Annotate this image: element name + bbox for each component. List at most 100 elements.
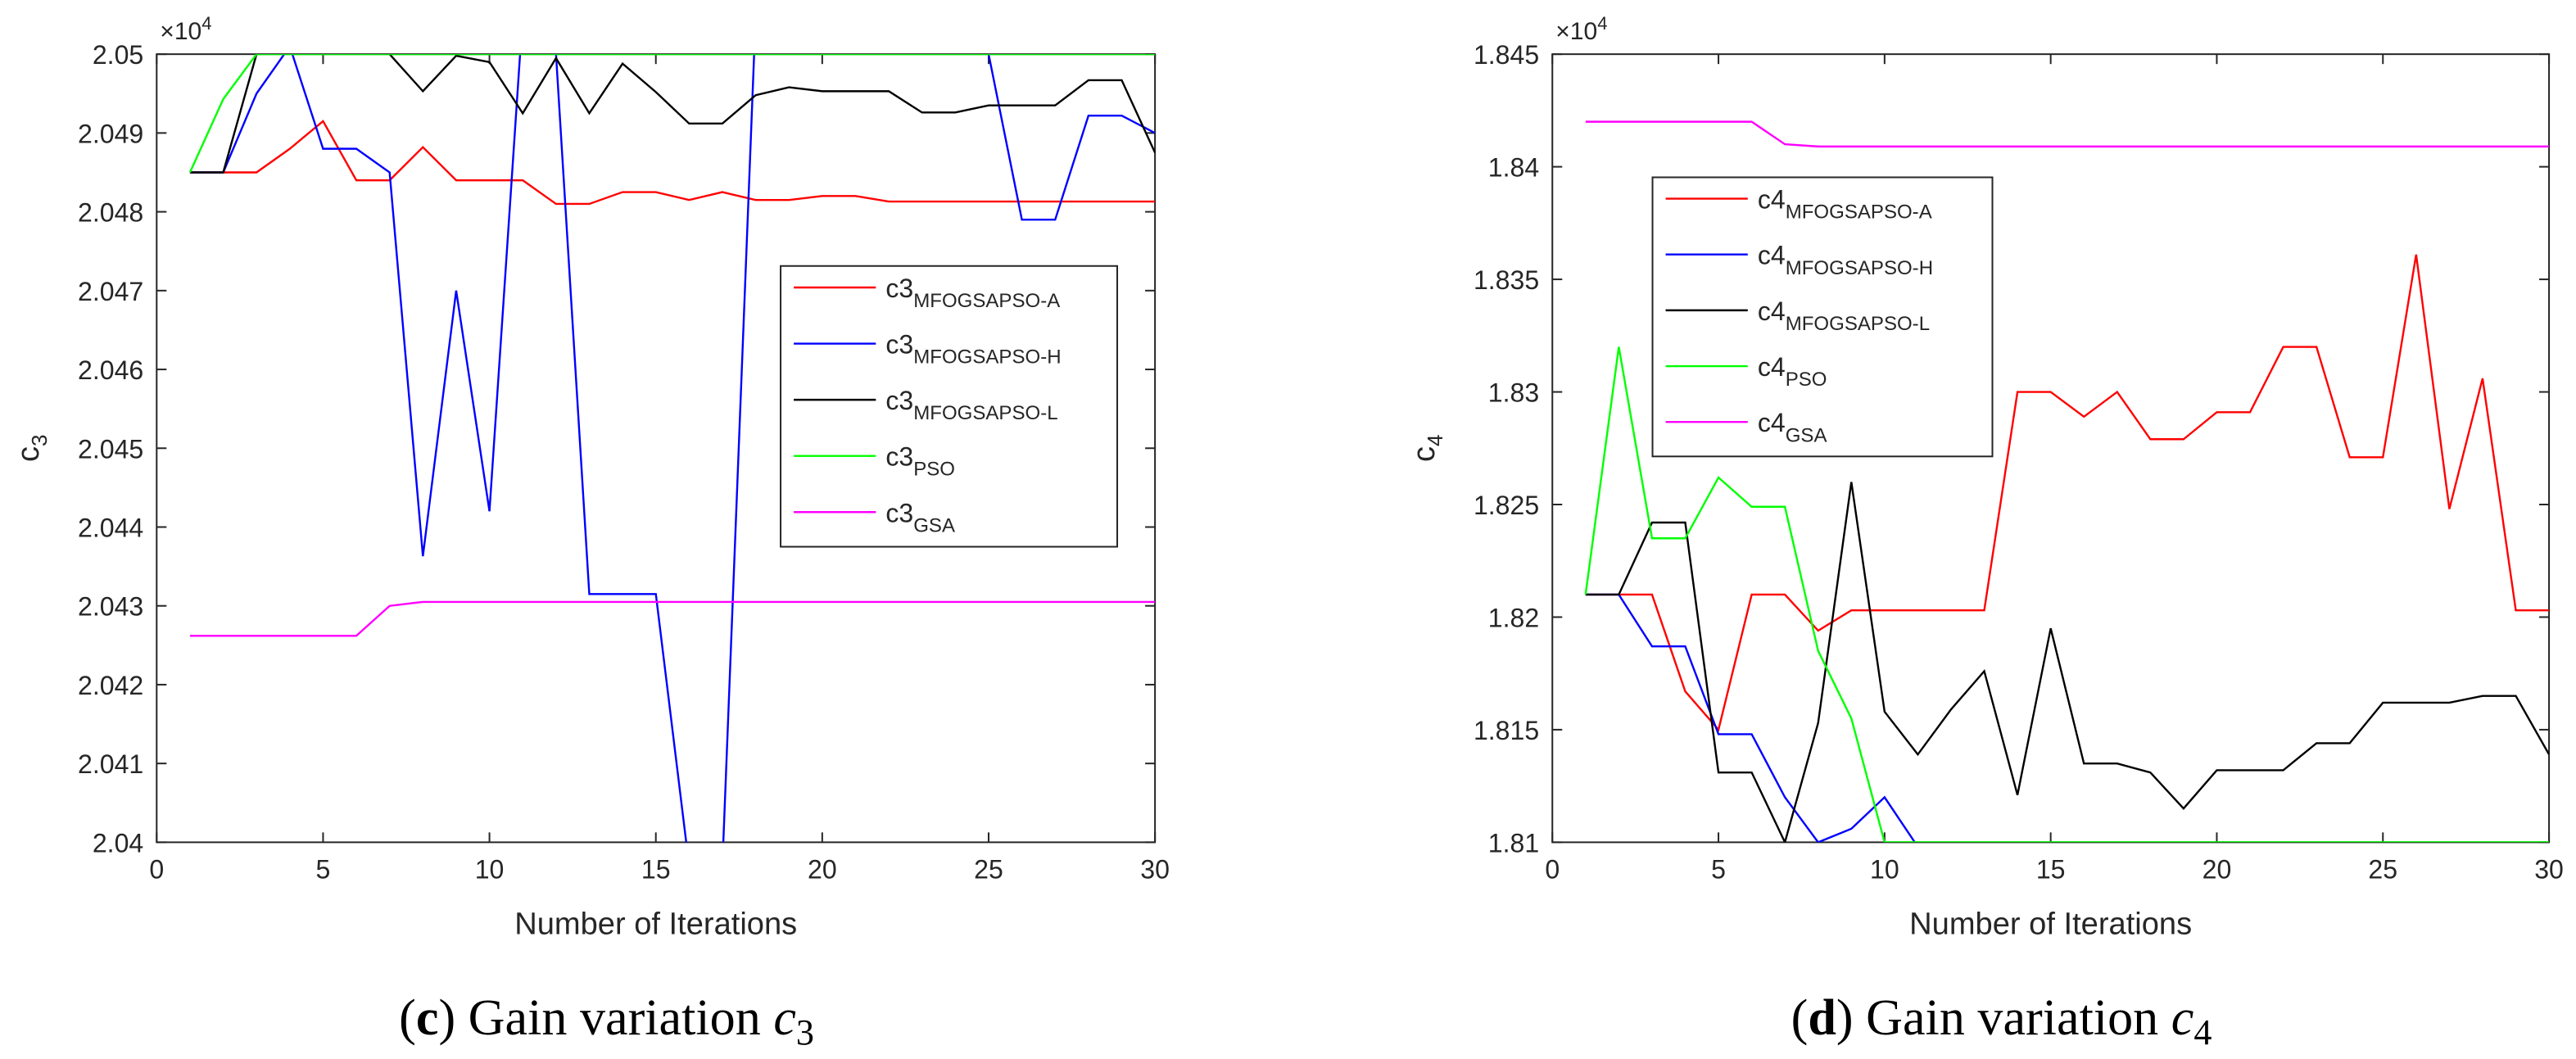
legend-subscript: GSA — [913, 514, 955, 536]
legend-subscript: MFOGSAPSO-A — [1786, 201, 1932, 224]
x-tick-label: 5 — [1711, 854, 1726, 884]
series-lines — [188, 54, 1156, 843]
y-scale-label: ×104 — [160, 13, 211, 45]
y-tick-label: 2.043 — [78, 592, 143, 622]
y-tick-label: 2.042 — [78, 671, 143, 700]
x-tick-label: 10 — [1870, 854, 1899, 884]
legend-label: c3PSO — [885, 442, 955, 481]
legend-label: c4GSA — [1758, 408, 1827, 446]
y-tick-label: 1.845 — [1474, 40, 1539, 70]
legend-subscript: MFOGSAPSO-H — [913, 346, 1061, 369]
caption: (d) Gain variation c4 — [1791, 990, 2212, 1052]
legend-subscript: MFOGSAPSO-H — [1786, 257, 1933, 279]
y-tick-label: 2.04 — [93, 828, 143, 858]
y-tick-label: 2.047 — [78, 277, 143, 306]
x-tick-label: 30 — [2534, 854, 2564, 884]
y-scale-power: 4 — [201, 13, 211, 34]
legend-name: c3 — [885, 330, 913, 360]
legend-box — [1651, 176, 1994, 458]
y-scale-power: 4 — [1597, 13, 1607, 34]
y-tick-label: 2.045 — [78, 434, 143, 464]
series-line — [1585, 482, 2550, 843]
caption-text: ) Gain variation — [1836, 990, 2171, 1046]
series-line — [1585, 593, 1917, 843]
x-axis-label: Number of Iterations — [1909, 907, 2192, 942]
legend-label: c3GSA — [885, 498, 955, 536]
legend-label: c4MFOGSAPSO-A — [1758, 185, 1932, 224]
legend-name: c3 — [885, 442, 913, 472]
caption-letter: c — [416, 990, 439, 1046]
series-line — [1584, 346, 2550, 843]
legend-subscript: MFOGSAPSO-L — [1786, 313, 1930, 335]
legend-subscript: GSA — [1786, 424, 1827, 446]
legend-label: c3MFOGSAPSO-A — [885, 274, 1060, 312]
y-scale-base: ×10 — [160, 18, 201, 45]
legend-name: c4 — [1758, 185, 1786, 215]
y-tick-label: 2.048 — [78, 198, 143, 228]
x-tick-label: 15 — [2036, 854, 2066, 884]
y-tick-label: 1.81 — [1488, 828, 1539, 858]
caption-sub: 3 — [796, 1012, 814, 1052]
legend-label: c3MFOGSAPSO-L — [885, 386, 1057, 424]
caption-text: ) Gain variation — [438, 990, 773, 1046]
caption-sub: 4 — [2193, 1012, 2212, 1052]
x-tick-label: 5 — [316, 854, 331, 884]
series-line — [189, 600, 1156, 637]
legend-subscript: MFOGSAPSO-L — [913, 402, 1057, 424]
legend-name: c4 — [1758, 296, 1786, 326]
legend-label: c4PSO — [1758, 352, 1827, 391]
x-tick-label: 10 — [475, 854, 505, 884]
caption-open: ( — [399, 990, 416, 1046]
caption-var: c — [2171, 990, 2194, 1046]
legend-name: c4 — [1758, 241, 1786, 270]
caption-open: ( — [1791, 990, 1809, 1046]
caption: (c) Gain variation c3 — [399, 990, 814, 1052]
x-tick-label: 15 — [641, 854, 671, 884]
chart: 0 5 10 15 20 25 30 2.04 2.041 2.042 2.043 2.044 2.04… — [11, 13, 1170, 1052]
y-tick-label: 2.049 — [78, 119, 143, 148]
legend-box — [780, 265, 1119, 548]
legend-subscript: PSO — [913, 459, 955, 481]
y-tick-label: 1.82 — [1488, 603, 1539, 632]
y-axis-label-main: c — [11, 446, 46, 462]
legend-label: c4MFOGSAPSO-H — [1758, 241, 1933, 279]
caption-var: c — [773, 990, 796, 1046]
y-tick-label: 1.835 — [1474, 265, 1539, 295]
y-scale-base: ×10 — [1555, 18, 1597, 45]
legend-subscript: PSO — [1786, 369, 1827, 391]
legend-name: c4 — [1758, 352, 1786, 382]
chart: 0 5 10 15 20 25 30 1.81 1.815 1.82 1.825 1.83 1.835 1… — [1407, 13, 2564, 1052]
x-tick-label: 25 — [974, 854, 1003, 884]
x-tick-label: 20 — [808, 854, 837, 884]
y-tick-label: 1.83 — [1488, 378, 1539, 408]
series-line — [1585, 254, 2550, 732]
legend-name: c4 — [1758, 408, 1786, 437]
legend-name: c3 — [885, 498, 913, 527]
y-tick-label: 2.05 — [93, 40, 143, 70]
y-tick-label: 1.815 — [1474, 716, 1539, 745]
legend-name: c3 — [885, 274, 913, 303]
x-tick-label: 0 — [1545, 854, 1560, 884]
series-line — [189, 54, 1156, 174]
x-tick-label: 25 — [2368, 854, 2397, 884]
series-lines — [1584, 120, 2550, 843]
legend-name: c3 — [885, 386, 913, 415]
legend-subscript: MFOGSAPSO-A — [913, 290, 1060, 312]
legend-label: c3MFOGSAPSO-H — [885, 330, 1061, 369]
y-axis-label: c3 — [11, 434, 52, 462]
y-tick-label: 1.84 — [1488, 153, 1539, 183]
y-tick-label: 1.825 — [1474, 491, 1539, 520]
y-tick-label: 2.041 — [78, 749, 143, 779]
y-axis-label-main: c — [1407, 446, 1442, 462]
series-line — [1585, 120, 2550, 148]
y-axis-label-sub: 3 — [27, 434, 52, 446]
x-tick-label: 30 — [1140, 854, 1170, 884]
x-tick-label: 0 — [149, 854, 164, 884]
series-line — [189, 54, 1156, 843]
y-axis-label: c4 — [1407, 434, 1447, 462]
caption-letter: d — [1808, 990, 1836, 1046]
x-axis-label: Number of Iterations — [514, 907, 797, 942]
legend-label: c4MFOGSAPSO-L — [1758, 296, 1930, 335]
